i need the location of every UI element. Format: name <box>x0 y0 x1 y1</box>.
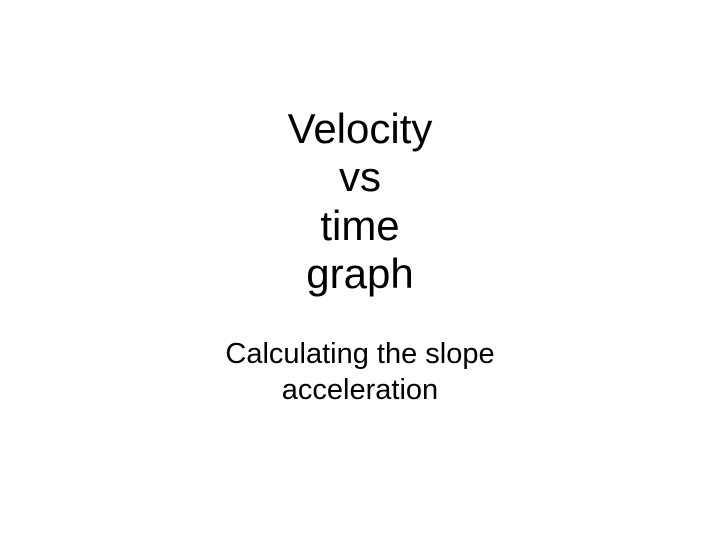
title-line-2: vs <box>288 153 433 201</box>
slide-subtitle: Calculating the slope acceleration <box>225 336 494 409</box>
subtitle-line-1: Calculating the slope <box>225 336 494 372</box>
title-line-3: time <box>288 202 433 250</box>
title-line-4: graph <box>288 250 433 298</box>
title-line-1: Velocity <box>288 105 433 153</box>
slide-title: Velocity vs time graph <box>288 105 433 298</box>
subtitle-line-2: acceleration <box>225 372 494 408</box>
